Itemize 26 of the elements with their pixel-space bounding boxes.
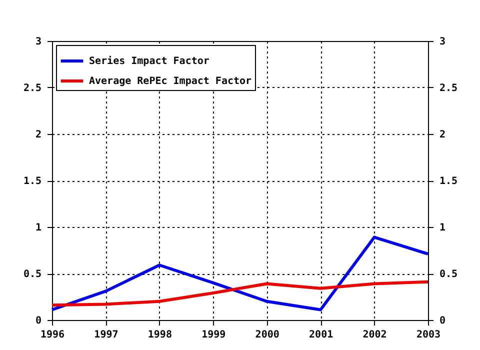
y2-tick-label: 2.5	[440, 83, 458, 94]
x-tick-label: 1999	[202, 330, 226, 340]
y2-tick-label: 0	[440, 316, 446, 326]
y2-tick-label: 0.5	[440, 269, 458, 280]
y2-tick-label: 1.5	[440, 176, 458, 187]
y-tick-label: 0.5	[23, 269, 42, 280]
y-tick-label: 0	[35, 316, 42, 326]
legend-label: Average RePEc Impact Factor	[89, 76, 252, 87]
x-tick-label: 2001	[309, 330, 334, 340]
x-tick-label: 2002	[362, 330, 387, 340]
y-tick-label: 1	[35, 222, 42, 234]
x-tick-label: 1998	[148, 330, 172, 340]
line-series	[50, 236, 430, 312]
line-series	[50, 280, 430, 307]
x-tick-label: 2003	[416, 330, 441, 340]
y-tick-label: 2	[35, 130, 42, 140]
y2-tick-label: 2	[440, 130, 446, 140]
legend-label: Series Impact Factor	[89, 55, 210, 67]
y-tick-label: 3	[35, 36, 42, 48]
x-tick-label: 1997	[94, 330, 118, 340]
y-tick-label: 1.5	[23, 176, 42, 187]
y2-tick-label: 3	[440, 36, 446, 48]
y-tick-label: 2.5	[23, 83, 42, 94]
y2-tick-label: 1	[440, 222, 446, 234]
x-tick-label: 2000	[255, 330, 280, 340]
x-tick-label: 1996	[40, 330, 65, 340]
